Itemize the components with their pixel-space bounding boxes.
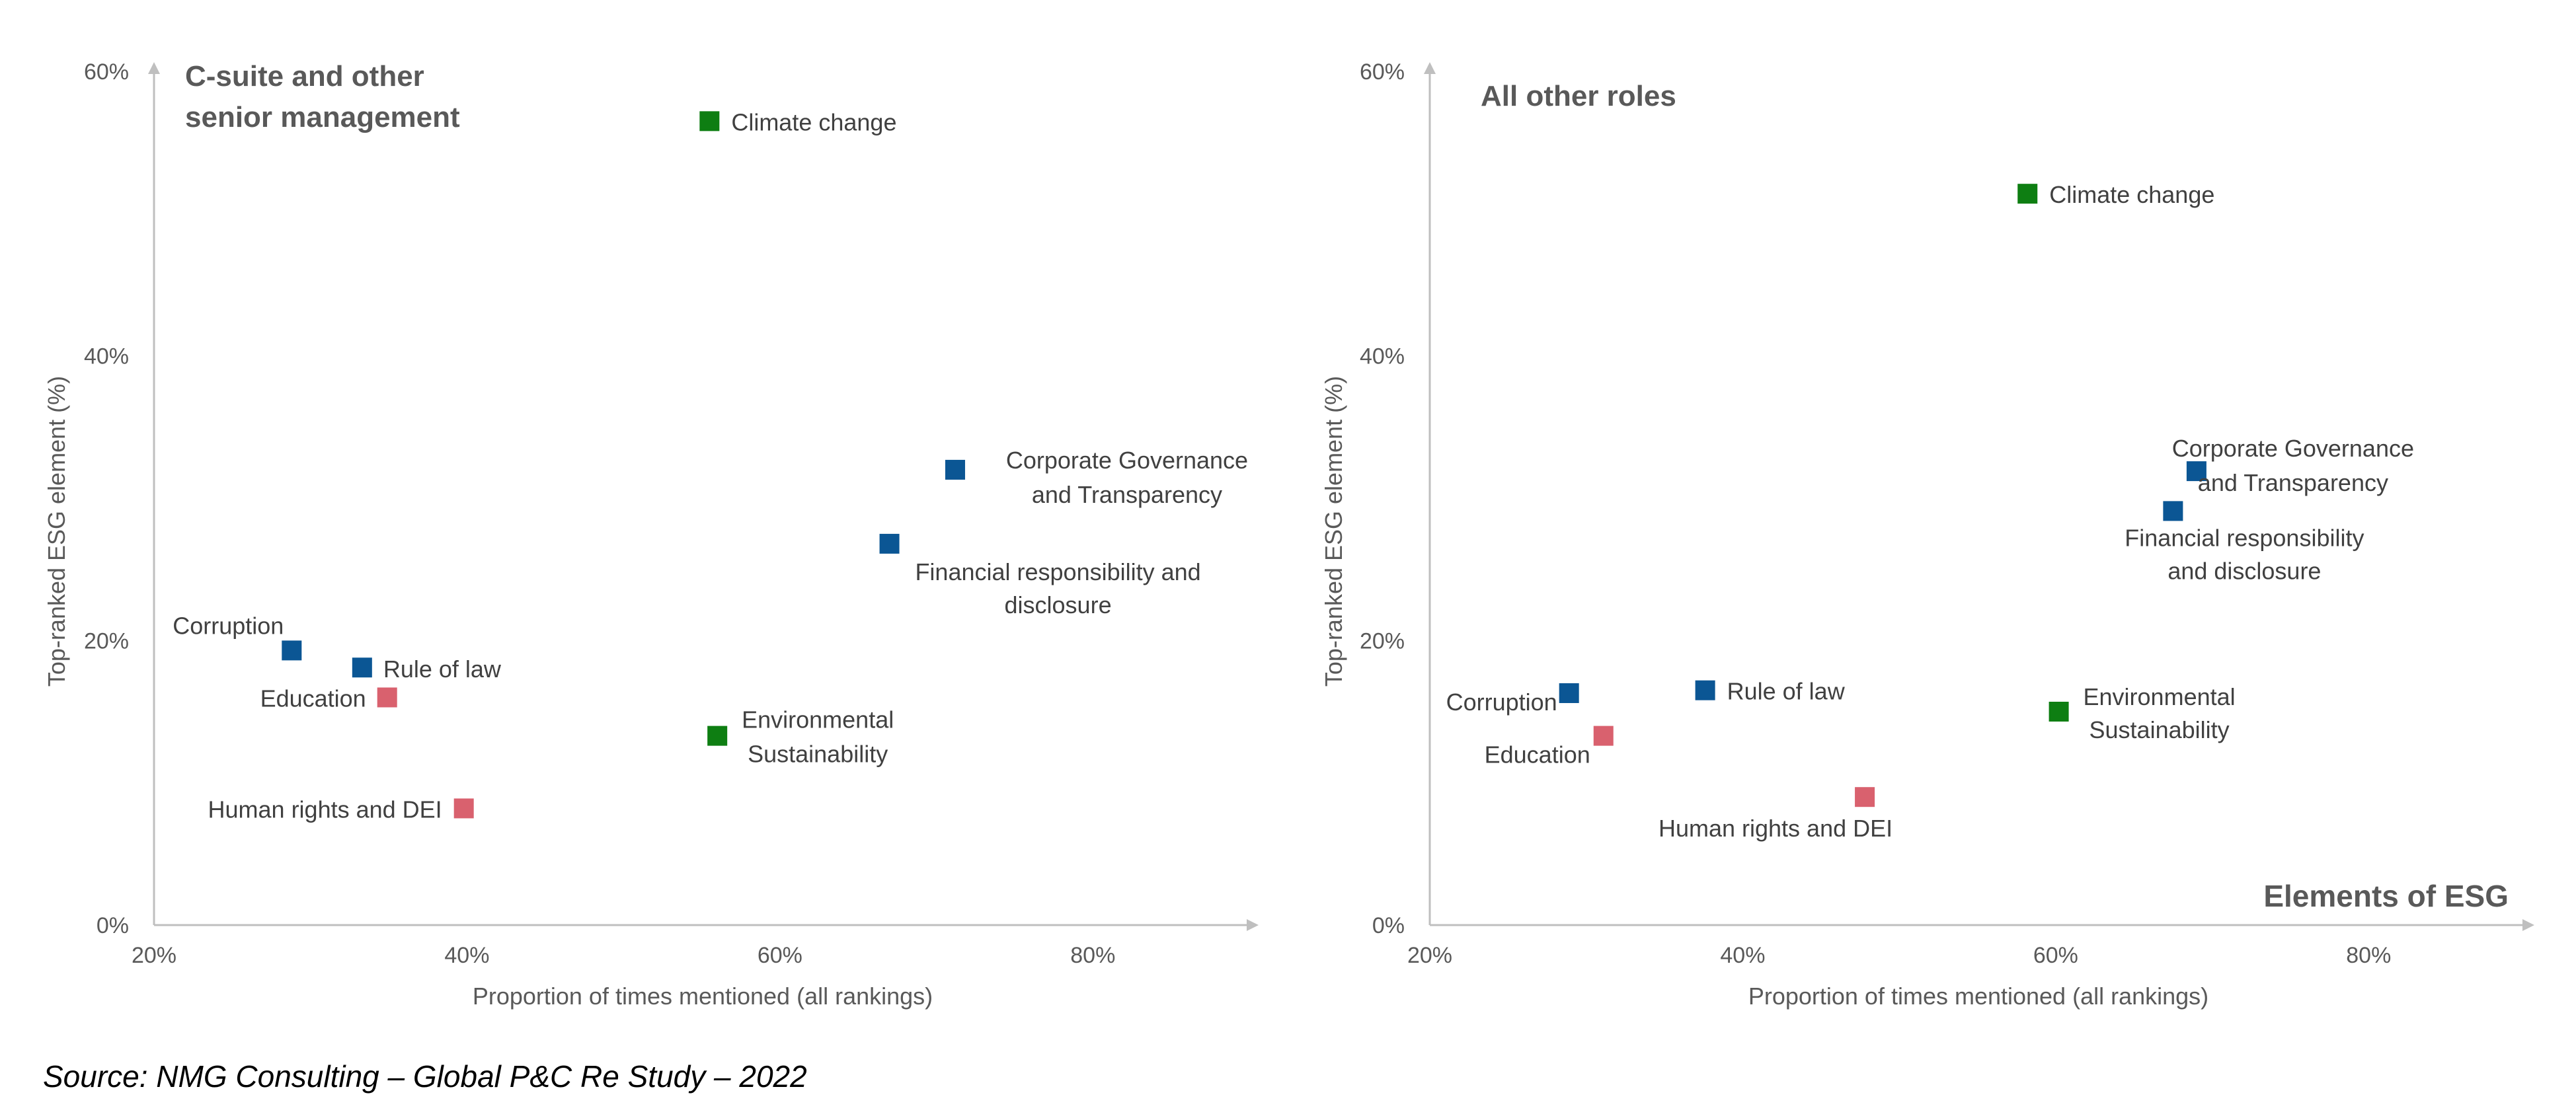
label-human-rights-and-dei: Human rights and DEI: [1659, 815, 1893, 842]
label-financial-responsibility-and-disclosure: Financial responsibility and disclosure: [915, 558, 1200, 618]
label-environmental-sustainability: Environmental Sustainability: [2084, 683, 2236, 743]
point-education: [1593, 726, 1614, 746]
point-environmental-sustainability: [707, 726, 728, 746]
x-tick-label: 60%: [758, 943, 802, 968]
x-tick-label: 60%: [2033, 943, 2078, 968]
y-tick-label: 60%: [84, 59, 129, 85]
label-education: Education: [1485, 741, 1590, 768]
point-financial-responsibility-and-disclosure: [879, 533, 900, 554]
label-climate-change: Climate change: [731, 108, 896, 135]
chart-panel-2: 20% 40% 60% 80%0%20%40%60%Proportion of tim…: [1320, 59, 2534, 1010]
chart-panel-1: 20% 40% 60% 80%0%20%40%60%Proportion of tim…: [43, 59, 1259, 1010]
x-tick-label: 20%: [132, 943, 176, 968]
x-tick-label: 80%: [1070, 943, 1115, 968]
label-environmental-sustainability: Environmental Sustainability: [742, 706, 894, 768]
y-axis-arrow: [1424, 62, 1436, 74]
point-human-rights-and-dei: [453, 798, 474, 819]
chart-title: All other roles: [1481, 80, 1676, 112]
label-rule-of-law: Rule of law: [1727, 678, 1846, 705]
x-tick-label: 40%: [444, 943, 489, 968]
x-axis-title: Proportion of times mentioned (all ranki…: [1748, 983, 2208, 1010]
label-corporate-governance-and-transparency: Corporate Governance and Transparency: [2172, 435, 2414, 496]
y-tick-label: 20%: [1360, 628, 1405, 653]
x-tick-label: 80%: [2346, 943, 2391, 968]
x-tick-label: 20%: [1407, 943, 1452, 968]
point-rule-of-law: [352, 657, 372, 678]
point-human-rights-and-dei: [1855, 787, 1875, 807]
point-financial-responsibility-and-disclosure: [2163, 501, 2183, 521]
label-education: Education: [260, 685, 366, 712]
point-climate-change: [2017, 184, 2038, 204]
x-axis-title: Proportion of times mentioned (all ranki…: [473, 983, 933, 1010]
y-tick-label: 40%: [1360, 344, 1405, 369]
point-education: [377, 687, 397, 708]
label-rule-of-law: Rule of law: [383, 655, 502, 683]
point-corporate-governance-and-transparency: [2186, 461, 2206, 482]
point-rule-of-law: [1695, 680, 1715, 700]
y-tick-label: 20%: [84, 628, 129, 653]
x-tick-label: 40%: [1720, 943, 1765, 968]
y-tick-label: 60%: [1360, 59, 1405, 85]
point-corporate-governance-and-transparency: [945, 459, 965, 480]
label-corporate-governance-and-transparency: Corporate Governance and Transparency: [1006, 447, 1248, 508]
label-climate-change: Climate change: [2049, 181, 2214, 208]
x-axis-arrow: [1247, 919, 1259, 931]
point-environmental-sustainability: [2049, 702, 2069, 722]
corner-annotation: Elements of ESG: [2263, 879, 2509, 913]
y-axis-arrow: [148, 62, 160, 74]
label-human-rights-and-dei: Human rights and DEI: [208, 796, 442, 823]
y-tick-label: 0%: [1372, 913, 1405, 938]
label-financial-responsibility-and-disclosure: Financial responsibility and disclosure: [2125, 524, 2364, 584]
x-axis-arrow: [2522, 919, 2534, 931]
point-corruption: [1559, 683, 1579, 704]
y-tick-label: 40%: [84, 344, 129, 369]
label-corruption: Corruption: [1446, 689, 1557, 716]
label-corruption: Corruption: [173, 612, 284, 639]
y-axis-title: Top-ranked ESG element (%): [1320, 376, 1347, 687]
chart-title: C-suite and other senior management: [185, 60, 460, 133]
y-axis-title: Top-ranked ESG element (%): [43, 376, 70, 687]
y-tick-label: 0%: [97, 913, 129, 938]
point-corruption: [282, 640, 302, 661]
point-climate-change: [699, 111, 720, 131]
source-note: Source: NMG Consulting – Global P&C Re S…: [43, 1059, 807, 1094]
